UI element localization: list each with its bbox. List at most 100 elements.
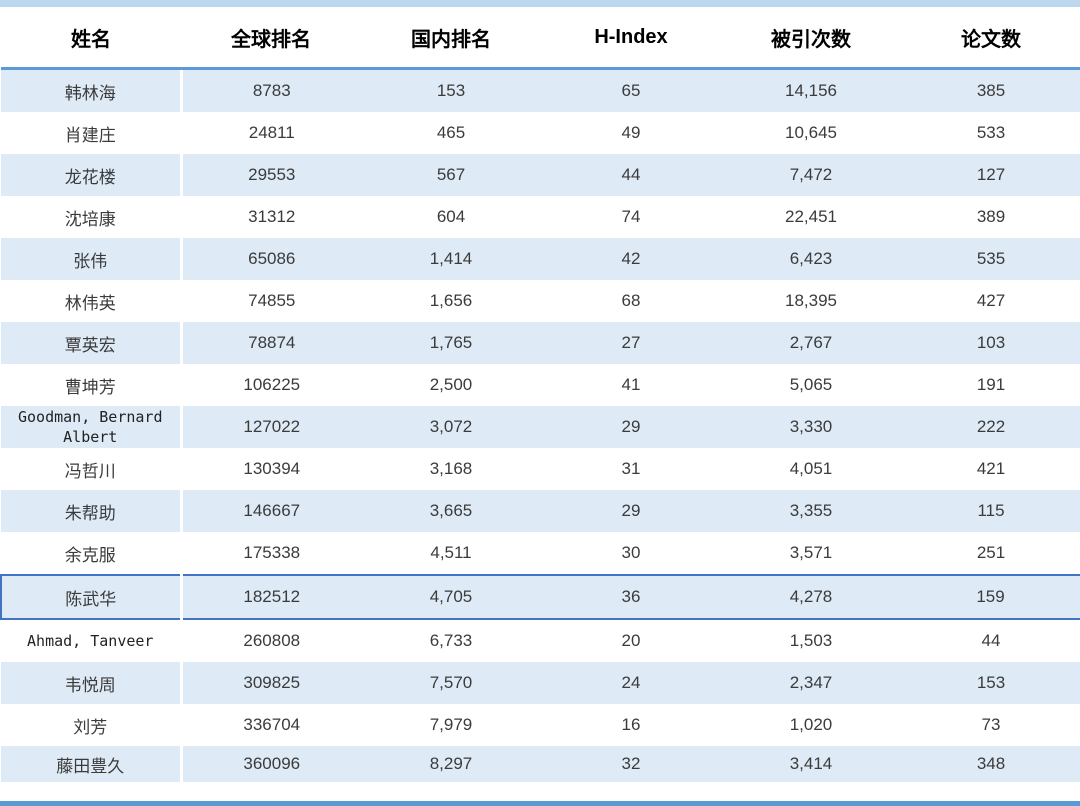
cell-global-rank: 29553: [181, 154, 361, 196]
table-body: 韩林海 8783 153 65 14,156 385 肖建庄 24811 465 49 10,645…: [1, 68, 1080, 782]
cell-name: 沈培康: [1, 196, 183, 238]
cell-citations: 4,051: [721, 448, 901, 490]
table-row[interactable]: 刘芳 336704 7,979 16 1,020 73: [1, 704, 1080, 746]
cell-citations: 3,355: [721, 490, 901, 532]
column-header-h-index: H-Index: [541, 7, 721, 70]
cell-global-rank: 65086: [181, 238, 361, 280]
cell-h-index: 29: [541, 406, 721, 448]
cell-domestic-rank: 6,733: [361, 619, 541, 662]
cell-name: 藤田豊久: [1, 746, 183, 782]
table-row[interactable]: Ahmad, Tanveer 260808 6,733 20 1,503 44: [1, 619, 1080, 662]
table-row[interactable]: Goodman, Bernard Albert 127022 3,072 29 3,33…: [1, 406, 1080, 448]
cell-name: 肖建庄: [1, 112, 183, 154]
cell-papers: 535: [901, 238, 1080, 280]
cell-domestic-rank: 8,297: [361, 746, 541, 782]
cell-global-rank: 175338: [181, 532, 361, 575]
cell-h-index: 44: [541, 154, 721, 196]
column-header-domestic-rank: 国内排名: [361, 7, 541, 70]
table-row[interactable]: 张伟 65086 1,414 42 6,423 535: [1, 238, 1080, 280]
table-header: 姓名 全球排名 国内排名 H-Index 被引次数 论文数: [1, 7, 1080, 70]
cell-global-rank: 336704: [181, 704, 361, 746]
cell-name: 林伟英: [1, 280, 183, 322]
cell-citations: 2,767: [721, 322, 901, 364]
cell-h-index: 24: [541, 662, 721, 704]
cell-domestic-rank: 3,665: [361, 490, 541, 532]
cell-citations: 14,156: [721, 68, 901, 112]
column-header-papers: 论文数: [901, 7, 1080, 70]
cell-domestic-rank: 465: [361, 112, 541, 154]
cell-h-index: 29: [541, 490, 721, 532]
cell-papers: 385: [901, 68, 1080, 112]
cell-h-index: 31: [541, 448, 721, 490]
table-row[interactable]: 陈武华 182512 4,705 36 4,278 159: [1, 575, 1080, 619]
cell-papers: 533: [901, 112, 1080, 154]
table-row[interactable]: 余克服 175338 4,511 30 3,571 251: [1, 532, 1080, 575]
cell-papers: 73: [901, 704, 1080, 746]
cell-name: 韦悦周: [1, 662, 183, 704]
cell-domestic-rank: 3,168: [361, 448, 541, 490]
cell-global-rank: 146667: [181, 490, 361, 532]
cell-domestic-rank: 567: [361, 154, 541, 196]
table-row[interactable]: 韦悦周 309825 7,570 24 2,347 153: [1, 662, 1080, 704]
cell-name: 陈武华: [1, 575, 183, 619]
cell-global-rank: 106225: [181, 364, 361, 406]
cell-h-index: 42: [541, 238, 721, 280]
cell-h-index: 20: [541, 619, 721, 662]
column-header-citations: 被引次数: [721, 7, 901, 70]
cell-name: Goodman, Bernard Albert: [1, 406, 183, 448]
table-row[interactable]: 沈培康 31312 604 74 22,451 389: [1, 196, 1080, 238]
cell-global-rank: 309825: [181, 662, 361, 704]
cell-papers: 115: [901, 490, 1080, 532]
cell-h-index: 16: [541, 704, 721, 746]
table-row[interactable]: 曹坤芳 106225 2,500 41 5,065 191: [1, 364, 1080, 406]
cell-name: 韩林海: [1, 68, 183, 112]
cell-citations: 4,278: [721, 575, 901, 619]
cell-domestic-rank: 4,705: [361, 575, 541, 619]
cell-name: 曹坤芳: [1, 364, 183, 406]
cell-name: 余克服: [1, 532, 183, 575]
cell-citations: 18,395: [721, 280, 901, 322]
table-row[interactable]: 冯哲川 130394 3,168 31 4,051 421: [1, 448, 1080, 490]
table-row[interactable]: 林伟英 74855 1,656 68 18,395 427: [1, 280, 1080, 322]
cell-h-index: 41: [541, 364, 721, 406]
cell-citations: 3,571: [721, 532, 901, 575]
cell-h-index: 68: [541, 280, 721, 322]
cell-domestic-rank: 1,765: [361, 322, 541, 364]
cell-papers: 191: [901, 364, 1080, 406]
cell-global-rank: 31312: [181, 196, 361, 238]
cell-citations: 3,330: [721, 406, 901, 448]
cell-name: 张伟: [1, 238, 183, 280]
cell-global-rank: 182512: [181, 575, 361, 619]
table-row[interactable]: 朱帮助 146667 3,665 29 3,355 115: [1, 490, 1080, 532]
cell-domestic-rank: 2,500: [361, 364, 541, 406]
table-row[interactable]: 韩林海 8783 153 65 14,156 385: [1, 68, 1080, 112]
table-row[interactable]: 藤田豊久 360096 8,297 32 3,414 348: [1, 746, 1080, 782]
cell-domestic-rank: 4,511: [361, 532, 541, 575]
cell-global-rank: 78874: [181, 322, 361, 364]
cell-citations: 6,423: [721, 238, 901, 280]
cell-global-rank: 130394: [181, 448, 361, 490]
cell-h-index: 36: [541, 575, 721, 619]
cell-papers: 103: [901, 322, 1080, 364]
column-header-global-rank: 全球排名: [181, 7, 361, 70]
cell-h-index: 74: [541, 196, 721, 238]
cell-citations: 3,414: [721, 746, 901, 782]
table-row[interactable]: 覃英宏 78874 1,765 27 2,767 103: [1, 322, 1080, 364]
cell-name: 朱帮助: [1, 490, 183, 532]
header-row: 姓名 全球排名 国内排名 H-Index 被引次数 论文数: [1, 7, 1080, 70]
cell-name: 冯哲川: [1, 448, 183, 490]
cell-domestic-rank: 7,570: [361, 662, 541, 704]
cell-domestic-rank: 3,072: [361, 406, 541, 448]
cell-domestic-rank: 7,979: [361, 704, 541, 746]
cell-domestic-rank: 604: [361, 196, 541, 238]
table-row[interactable]: 龙花楼 29553 567 44 7,472 127: [1, 154, 1080, 196]
cell-global-rank: 74855: [181, 280, 361, 322]
cell-global-rank: 360096: [181, 746, 361, 782]
bottom-accent-bar: [0, 801, 1080, 806]
table-row[interactable]: 肖建庄 24811 465 49 10,645 533: [1, 112, 1080, 154]
cell-global-rank: 24811: [181, 112, 361, 154]
cell-papers: 251: [901, 532, 1080, 575]
cell-papers: 222: [901, 406, 1080, 448]
cell-papers: 44: [901, 619, 1080, 662]
